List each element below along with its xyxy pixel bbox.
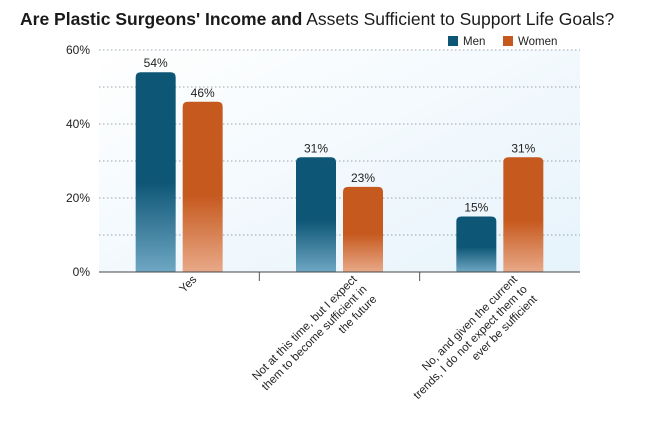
legend-label-women: Women [518, 36, 557, 48]
data-label: 31% [511, 141, 535, 155]
bar-men [456, 216, 497, 272]
bar-women [343, 186, 383, 272]
legend: Men Women [448, 36, 557, 48]
gridlines [99, 49, 580, 236]
data-label: 46% [191, 86, 215, 100]
chart-title: Are Plastic Surgeons' Income and Assets … [20, 9, 615, 29]
bar-women [503, 157, 544, 272]
category-label: Not at this time, but I expectthem to be… [250, 273, 380, 403]
legend-label-men: Men [463, 36, 485, 48]
y-axis: 0% 20% 40% 60% [66, 43, 90, 279]
data-label: 54% [144, 56, 168, 70]
category-label-line: them to become sufficient in [260, 284, 370, 394]
bar-men [296, 157, 336, 272]
category-label: No, and given the currenttrends, I do no… [402, 273, 541, 412]
x-axis: Yes Not at this time, but I expectthem to… [99, 271, 580, 412]
bar-women [182, 101, 223, 272]
data-label: 23% [351, 171, 375, 185]
legend-swatch-men [448, 36, 458, 46]
bars: 54% 46% 31% 23% 15% 31% [135, 56, 544, 272]
legend-swatch-women [503, 36, 513, 46]
data-label: 15% [464, 201, 488, 215]
y-tick-label: 0% [73, 265, 91, 279]
category-label: Yes [178, 273, 200, 295]
y-tick-label: 40% [66, 117, 90, 131]
category-label-line: trends, I do not expect them to [412, 284, 530, 402]
data-label: 31% [304, 141, 328, 155]
bar-men [135, 72, 176, 272]
category-label-line: Yes [178, 273, 200, 295]
y-tick-label: 60% [66, 43, 90, 57]
y-tick-label: 20% [66, 191, 90, 205]
